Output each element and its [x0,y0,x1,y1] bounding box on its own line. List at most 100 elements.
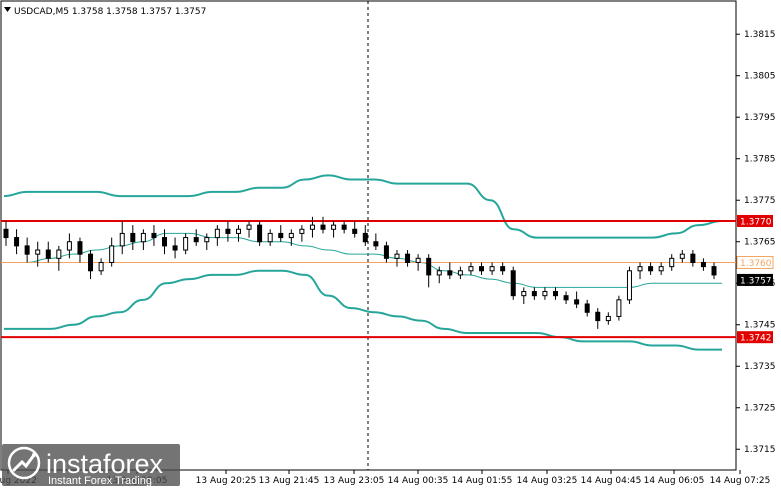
level-badge [737,331,773,344]
candle-body-bear [45,249,51,259]
candle [246,220,252,238]
candle [658,262,664,275]
candle-body-bear [88,253,94,272]
price-tick-label: 1.3725 [744,404,776,414]
candle [299,225,305,242]
candle [700,258,706,271]
candle-body-bear [172,245,178,251]
candle-body-bear [500,266,506,272]
candle [288,229,294,246]
time-tick-label: 13 Aug 23:05 [324,476,385,486]
candle-body-bull [415,257,421,263]
time-tick-label: 14 Aug 03:25 [517,476,578,486]
candle [595,308,601,329]
price-tick-label: 1.3765 [744,238,776,248]
candle [574,291,580,309]
price-tick-label: 1.3755 [744,279,776,289]
candle-body-bull [109,245,115,263]
candle [415,254,421,271]
candle-body-bear [552,291,558,297]
candle-body-bear [3,228,9,239]
candle [225,220,231,242]
candle [119,220,125,255]
price-tick-label: 1.3735 [744,362,776,372]
candle-body-bear [193,237,199,243]
candles-layer [3,216,717,329]
candle-body-bear [700,261,706,268]
symbol-dropdown-icon[interactable] [4,7,11,12]
time-tick-label: 14 Aug 07:25 [710,476,771,486]
candle-body-bull [214,228,220,239]
candle-body-bear [373,241,379,247]
candle [373,233,379,251]
candle [140,229,146,251]
candle-body-bull [521,291,527,297]
candle [500,262,506,275]
candle [309,216,315,238]
candle-body-bear [531,291,537,297]
candle-body-bear [225,228,231,234]
watermark-tagline: Instant Forex Trading [48,475,152,487]
price-line-badge [736,255,774,269]
candle-body-bull [394,253,400,259]
price-tick-label: 1.3795 [744,113,776,123]
candle [235,225,241,242]
price-tick-label: 1.3785 [744,155,776,165]
candle [172,237,178,259]
candle-body-bull [66,241,72,251]
candle-body-bull [299,228,305,234]
candle [331,220,337,238]
candle-body-bull [119,232,125,247]
candle [436,266,442,284]
candle-body-bull [98,261,104,272]
candle [552,287,558,300]
level-lines-layer: 1.3770 1.3742 1.3760 1.3757 [1,214,774,344]
candle [383,241,389,263]
candle [130,225,136,251]
candle [605,312,611,325]
candle-body-bear [574,299,580,305]
candle [257,220,263,246]
level-badge-label: 1.3770 [740,217,772,227]
candle-body-bull [542,291,548,297]
candle [204,233,210,251]
candle-body-bull [56,249,62,259]
candle [468,262,474,275]
candle-body-bear [257,224,263,243]
candle [489,262,495,275]
level-badge [737,214,773,227]
time-tick-label: 14 Aug 01:55 [452,476,513,486]
candle [542,287,548,300]
candle [447,262,453,280]
candle [669,254,675,271]
candle-body-bear [447,270,453,276]
candle [66,233,72,259]
candle-body-bear [510,270,516,297]
candle-body-bear [405,253,411,263]
candle-body-bear [341,224,347,230]
candle [405,250,411,267]
candle [362,225,368,246]
candle-body-bull [331,224,337,230]
candle [3,220,9,246]
candle-body-bear [352,228,358,234]
candle [510,266,516,300]
candle [479,262,485,275]
candle [267,229,273,246]
current-price-label: 1.3757 [740,276,772,286]
candle [162,229,168,255]
candle [45,241,51,263]
candle [77,237,83,263]
candle-body-bear [362,232,368,243]
grid-layer [0,0,737,471]
level-badge-label: 1.3742 [740,334,772,344]
candle-body-bear [24,245,30,255]
candle [457,266,463,280]
candle-body-bear [563,295,569,301]
candle [521,287,527,304]
candle [88,250,94,280]
candle [320,216,326,234]
bollinger-lower [3,269,722,351]
